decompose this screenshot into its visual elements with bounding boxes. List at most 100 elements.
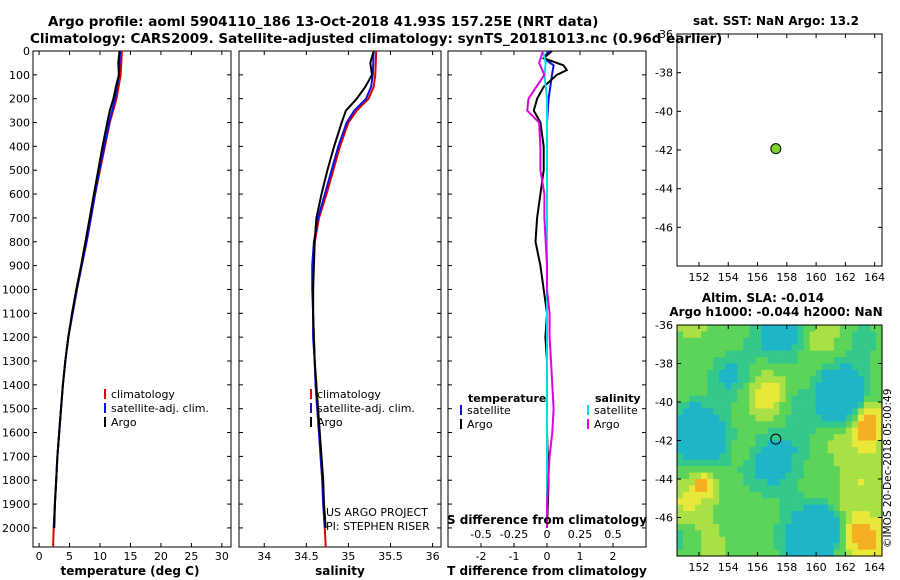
sla-field-cell <box>785 440 793 448</box>
sla-field-cell <box>689 395 696 403</box>
sla-field-cell <box>839 427 847 435</box>
lon-tick-label: 160 <box>806 271 827 284</box>
series-argo <box>53 50 121 528</box>
sla-field-cell <box>791 434 799 442</box>
lon-tick-label: 156 <box>747 271 768 284</box>
sla-field-cell <box>845 344 853 352</box>
sla-field-cell <box>785 331 793 339</box>
sla-field-cell <box>767 485 775 493</box>
sla-field-cell <box>785 421 793 429</box>
sla-field-cell <box>737 382 744 390</box>
sla-field-cell <box>695 479 702 487</box>
sla-field-cell <box>857 357 865 365</box>
sla-field-cell <box>779 363 787 371</box>
sla-field-cell <box>779 543 787 551</box>
sla-field-cell <box>695 549 702 557</box>
series-s-satellite <box>542 50 548 528</box>
sla-field-cell <box>845 466 853 474</box>
sla-field-cell <box>749 376 756 384</box>
sla-field-cell <box>827 402 835 410</box>
sla-field-cell <box>779 325 787 333</box>
sla-field-cell <box>863 543 871 551</box>
sla-field-cell <box>737 446 744 454</box>
sla-field-cell <box>875 523 883 531</box>
sla-field-cell <box>743 453 750 461</box>
sla-field-cell <box>707 446 714 454</box>
sla-field-cell <box>707 434 714 442</box>
sla-field-cell <box>707 530 714 538</box>
sla-field-cell <box>869 331 877 339</box>
sla-field-cell <box>797 427 805 435</box>
sla-field-cell <box>857 414 865 422</box>
sla-field-cell <box>755 389 763 397</box>
sla-field-cell <box>683 446 690 454</box>
sla-field-cell <box>761 549 769 557</box>
sla-field-cell <box>845 517 853 525</box>
sla-field-cell <box>755 369 763 377</box>
sla-field-cell <box>761 459 769 467</box>
sla-field-cell <box>701 530 708 538</box>
sla-field-cell <box>833 395 841 403</box>
sla-field-cell <box>791 549 799 557</box>
sla-field-cell <box>743 369 750 377</box>
sla-field-cell <box>677 549 684 557</box>
sla-field-cell <box>803 523 811 531</box>
sla-field-cell <box>683 363 690 371</box>
sla-field-cell <box>797 363 805 371</box>
sla-field-cell <box>851 543 859 551</box>
sla-field-cell <box>785 337 793 345</box>
sla-field-cell <box>833 414 841 422</box>
sla-field-cell <box>827 472 835 480</box>
sla-field-cell <box>785 523 793 531</box>
sla-field-cell <box>761 491 769 499</box>
sla-field-cell <box>743 357 750 365</box>
sla-field-cell <box>767 517 775 525</box>
sla-field-cell <box>863 376 871 384</box>
sla-field-cell <box>737 491 744 499</box>
sla-field-cell <box>857 389 865 397</box>
sla-field-cell <box>797 389 805 397</box>
sla-field-cell <box>749 523 756 531</box>
sla-field-cell <box>701 344 708 352</box>
sla-field-cell <box>821 344 829 352</box>
sla-field-cell <box>761 472 769 480</box>
sla-field-cell <box>761 331 769 339</box>
x-tick-label: 30 <box>215 550 229 563</box>
sla-field-cell <box>737 408 744 416</box>
sla-field-cell <box>833 440 841 448</box>
sla-field-cell <box>791 408 799 416</box>
sla-field-cell <box>749 350 756 358</box>
sla-field-cell <box>851 325 859 333</box>
sla-field-cell <box>797 530 805 538</box>
sla-field-cell <box>803 479 811 487</box>
sla-field-cell <box>797 357 805 365</box>
sla-field-cell <box>833 523 841 531</box>
sla-field-cell <box>719 402 726 410</box>
sla-field-cell <box>767 530 775 538</box>
sla-field-cell <box>779 427 787 435</box>
sla-field-cell <box>737 369 744 377</box>
sla-field-cell <box>863 408 871 416</box>
sla-field-cell <box>839 325 847 333</box>
sla-field-cell <box>677 530 684 538</box>
sla-field-cell <box>731 504 738 512</box>
sla-field-cell <box>743 517 750 525</box>
sla-field-cell <box>839 446 847 454</box>
sla-field-cell <box>815 446 823 454</box>
sla-field-cell <box>689 543 696 551</box>
sla-field-cell <box>845 440 853 448</box>
sla-field-cell <box>761 434 769 442</box>
sla-field-cell <box>833 498 841 506</box>
sla-field-cell <box>791 498 799 506</box>
sla-field-cell <box>695 466 702 474</box>
sla-field-cell <box>731 479 738 487</box>
sla-field-cell <box>869 337 877 345</box>
sla-field-cell <box>695 350 702 358</box>
sla-field-cell <box>827 331 835 339</box>
sla-field-cell <box>689 498 696 506</box>
sla-field-cell <box>695 414 702 422</box>
sla-field-cell <box>869 536 877 544</box>
sla-field-cell <box>863 549 871 557</box>
x-tick-label: 35.5 <box>378 550 403 563</box>
sla-field-cell <box>827 382 835 390</box>
